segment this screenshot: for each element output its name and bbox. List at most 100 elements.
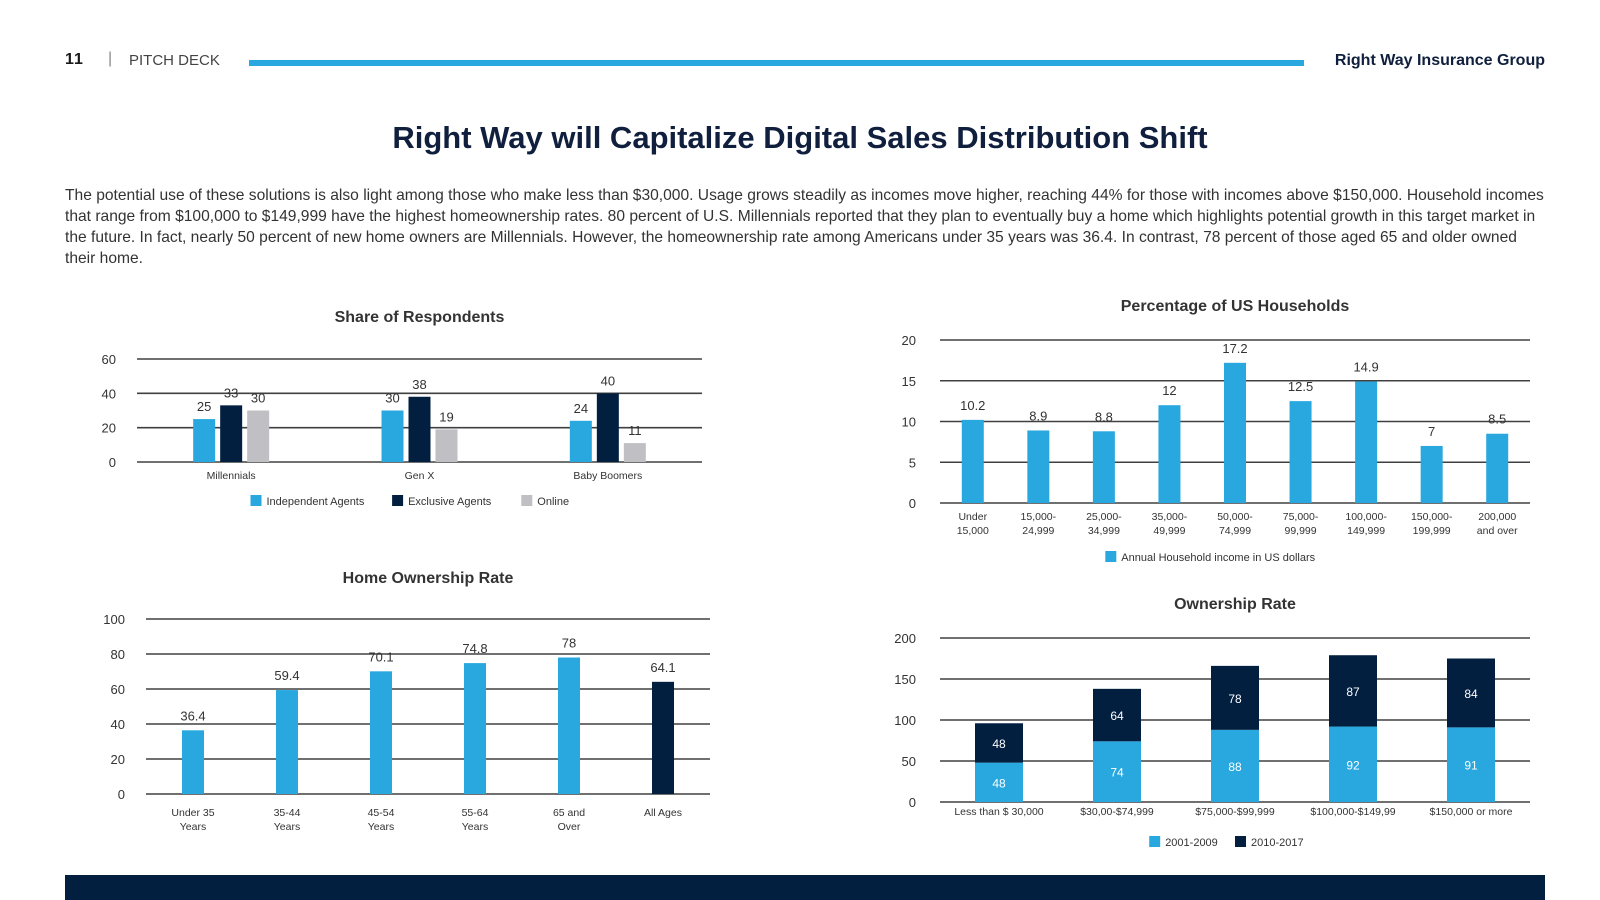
- y-tick-label: 0: [109, 455, 116, 470]
- bar-Independent Agents: [381, 410, 404, 462]
- bar: [1355, 381, 1378, 503]
- data-label: 12: [1162, 383, 1176, 398]
- data-label: 74: [1110, 766, 1124, 780]
- x-category-label: 55-64 Years: [462, 807, 489, 833]
- x-category-label: 50,000-74,999: [1217, 511, 1253, 537]
- data-label: 88: [1228, 760, 1242, 774]
- bar: [1486, 433, 1509, 503]
- bar-2001-2009: [1093, 741, 1141, 802]
- bar-Exclusive Agents: [408, 396, 431, 462]
- company-name: Right Way Insurance Group: [1334, 52, 1545, 69]
- bar-Online: [435, 429, 458, 462]
- y-tick-label: 100: [894, 713, 916, 728]
- x-category-label: 25,000-34,999: [1086, 511, 1122, 537]
- data-label: 48: [992, 737, 1006, 751]
- data-label: 59.4: [274, 668, 299, 683]
- data-label: 64: [1110, 709, 1124, 723]
- slide-title: Right Way will Capitalize Digital Sales …: [392, 120, 1208, 155]
- bar-Independent Agents: [569, 420, 592, 462]
- bar: [1158, 405, 1181, 503]
- data-label: 78: [1228, 692, 1242, 706]
- data-label: 7: [1428, 424, 1435, 439]
- legend-label: 2001-2009: [1165, 837, 1218, 849]
- data-label: 48: [992, 776, 1006, 790]
- bar-2010-2017: [1211, 665, 1259, 730]
- data-label: 11: [628, 423, 642, 438]
- legend-swatch: [1105, 551, 1117, 562]
- data-label: 8.8: [1095, 409, 1113, 424]
- y-tick-label: 100: [103, 612, 125, 627]
- data-label: 92: [1346, 758, 1360, 772]
- y-tick-label: 10: [902, 415, 916, 430]
- data-label: 70.1: [368, 649, 393, 664]
- data-label: 84: [1464, 687, 1478, 701]
- data-label: 38: [412, 377, 426, 392]
- legend-label: Annual Household income in US dollars: [1121, 552, 1315, 564]
- bar: [1092, 431, 1115, 503]
- legend-swatch: [1149, 836, 1161, 847]
- bar-2001-2009: [1447, 727, 1495, 802]
- chart-title: Home Ownership Rate: [343, 570, 514, 587]
- bar-Online: [623, 443, 646, 462]
- data-label: 30: [251, 391, 265, 406]
- y-tick-label: 40: [111, 717, 125, 732]
- bar: [1420, 445, 1443, 503]
- x-category-label: $75,000-$99,999: [1195, 806, 1275, 818]
- x-category-label: All Ages: [644, 807, 682, 819]
- legend-swatch: [521, 495, 533, 506]
- header-separator: |: [108, 50, 113, 67]
- data-label: 36.4: [180, 708, 205, 723]
- x-category-label: $100,000-$149,99: [1310, 806, 1395, 818]
- bar: [1289, 401, 1312, 503]
- legend-label: Exclusive Agents: [408, 496, 492, 508]
- x-category-label: 200,000 and over: [1477, 511, 1518, 537]
- x-category-label: 35-44 Years: [274, 807, 301, 833]
- y-tick-label: 0: [909, 496, 916, 511]
- bar-2010-2017: [1093, 688, 1141, 742]
- legend-label: 2010-2017: [1251, 837, 1304, 849]
- bar-2010-2017: [975, 723, 1023, 763]
- x-category-label: 45-54 Years: [368, 807, 395, 833]
- x-category-label: 15,000-24,999: [1021, 511, 1057, 537]
- y-tick-label: 80: [111, 647, 125, 662]
- data-label: 10.2: [960, 398, 985, 413]
- data-label: 8.9: [1029, 408, 1047, 423]
- data-label: 24: [574, 401, 588, 416]
- bar: [652, 681, 674, 794]
- data-label: 40: [601, 373, 615, 388]
- legend-label: Independent Agents: [267, 496, 365, 508]
- bar-2010-2017: [1329, 655, 1377, 727]
- x-category-label: Gen X: [405, 470, 435, 482]
- bar: [370, 671, 392, 794]
- y-tick-label: 200: [894, 631, 916, 646]
- data-label: 17.2: [1222, 341, 1247, 356]
- x-category-label: Under 15,000: [957, 511, 989, 537]
- x-category-label: $30,00-$74,999: [1080, 806, 1154, 818]
- y-tick-label: 40: [102, 386, 116, 401]
- x-category-label: 75,000-99,999: [1283, 511, 1319, 537]
- bar: [464, 663, 486, 794]
- bar: [961, 419, 984, 503]
- bar-Exclusive Agents: [220, 405, 243, 462]
- y-tick-label: 0: [909, 795, 916, 810]
- x-category-label: Millennials: [207, 470, 256, 482]
- page-number: 11: [65, 51, 84, 68]
- legend-swatch: [392, 495, 404, 506]
- y-tick-label: 20: [902, 333, 916, 348]
- data-label: 91: [1464, 759, 1478, 773]
- x-category-label: Less than $ 30,000: [954, 806, 1043, 818]
- data-label: 8.5: [1488, 412, 1506, 427]
- x-category-label: 100,000-149,999: [1345, 511, 1387, 537]
- data-label: 19: [439, 409, 453, 424]
- bar: [1224, 362, 1246, 503]
- data-label: 64.1: [650, 660, 675, 675]
- data-label: 25: [197, 399, 211, 414]
- y-tick-label: 20: [102, 421, 116, 436]
- x-category-label: 150,000-199,999: [1411, 511, 1453, 537]
- intro-paragraph: The potential use of these solutions is …: [65, 187, 1544, 267]
- chart-title: Ownership Rate: [1174, 596, 1296, 613]
